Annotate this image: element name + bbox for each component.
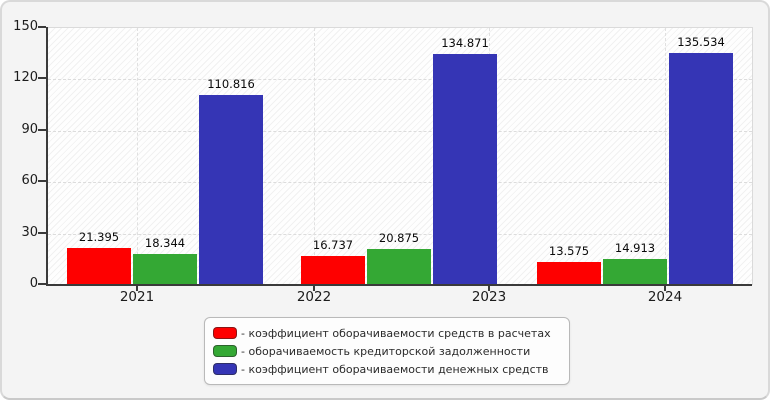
y-axis-tick-label: 0 bbox=[29, 276, 38, 291]
bar-series3-group2 bbox=[433, 53, 497, 285]
bar-value-label: 110.816 bbox=[207, 77, 255, 92]
x-axis-tick-mark bbox=[664, 286, 666, 291]
y-axis-tick-mark bbox=[38, 26, 46, 28]
gridline-horizontal bbox=[48, 182, 752, 184]
gridline-horizontal bbox=[48, 130, 752, 132]
bar-series3-group3 bbox=[669, 52, 733, 285]
legend-swatch-series2 bbox=[213, 345, 237, 357]
legend-label: - коэффициент оборачиваемости средств в … bbox=[241, 326, 551, 340]
x-axis-line bbox=[46, 284, 752, 286]
bar-value-label: 14.913 bbox=[614, 241, 656, 256]
legend-label: - коэффициент оборачиваемости денежных с… bbox=[241, 362, 549, 376]
bar-value-label: 16.737 bbox=[312, 238, 354, 253]
x-axis-tick-label: 2024 bbox=[647, 289, 683, 305]
x-axis-tick-mark bbox=[488, 286, 490, 291]
legend-item: - оборачиваемость кредиторской задолженн… bbox=[213, 345, 561, 358]
legend-item: - коэффициент оборачиваемости средств в … bbox=[213, 327, 561, 340]
x-axis-tick-label: 2023 bbox=[471, 289, 507, 305]
y-axis-tick-label: 60 bbox=[21, 173, 38, 189]
chart-legend: - коэффициент оборачиваемости средств в … bbox=[204, 317, 570, 385]
gridline-horizontal bbox=[48, 79, 752, 81]
legend-swatch-series1 bbox=[213, 327, 237, 339]
plot-area bbox=[48, 27, 753, 285]
legend-swatch-series3 bbox=[213, 363, 237, 375]
bar-series1-group2 bbox=[301, 256, 365, 285]
y-axis-tick-label: 30 bbox=[21, 224, 38, 240]
gridline-vertical bbox=[665, 28, 666, 285]
x-axis-tick-mark bbox=[136, 286, 138, 291]
legend-item: - коэффициент оборачиваемости денежных с… bbox=[213, 363, 561, 376]
gridline-horizontal bbox=[48, 233, 752, 235]
gridline-vertical bbox=[314, 28, 315, 285]
bar-value-label: 20.875 bbox=[378, 231, 420, 246]
bar-value-label: 18.344 bbox=[144, 235, 186, 250]
y-axis-tick-mark bbox=[38, 180, 46, 183]
y-axis-tick-mark bbox=[38, 283, 46, 285]
y-axis-tick-mark bbox=[38, 128, 46, 131]
y-axis-line bbox=[46, 27, 48, 286]
bar-series1-group3 bbox=[537, 261, 601, 285]
bar-series1-group1 bbox=[67, 248, 131, 285]
bar-series2-group3 bbox=[603, 259, 667, 285]
bar-value-label: 21.395 bbox=[78, 230, 120, 245]
bar-value-label: 134.871 bbox=[441, 35, 489, 50]
y-axis-tick-label: 150 bbox=[13, 19, 38, 34]
x-axis-tick-label: 2021 bbox=[119, 289, 155, 305]
bar-series2-group2 bbox=[367, 249, 431, 285]
bar-value-label: 135.534 bbox=[677, 34, 725, 49]
y-axis-tick-mark bbox=[38, 231, 46, 234]
y-axis-tick-mark bbox=[38, 77, 46, 80]
y-axis-tick-label: 120 bbox=[13, 70, 38, 86]
x-axis-tick-label: 2022 bbox=[296, 289, 332, 305]
legend-label: - оборачиваемость кредиторской задолженн… bbox=[241, 344, 531, 358]
y-axis-tick-label: 90 bbox=[21, 121, 38, 137]
x-axis-tick-mark bbox=[313, 286, 315, 291]
gridline-vertical bbox=[137, 28, 138, 285]
bar-value-label: 13.575 bbox=[548, 243, 590, 258]
bar-series2-group1 bbox=[133, 253, 197, 285]
bar-series3-group1 bbox=[199, 95, 263, 285]
